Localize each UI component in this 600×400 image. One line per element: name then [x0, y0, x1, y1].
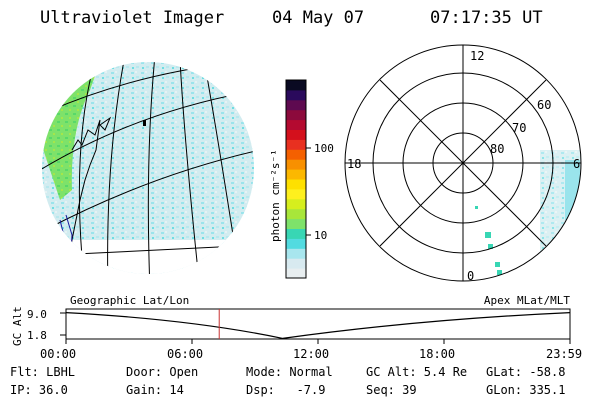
altitude-strip-plot: Geographic Lat/Lon Apex MLat/MLT 9.0 1.8…: [11, 294, 582, 361]
y-tick-9: 9.0: [27, 308, 47, 321]
colorbar-swatch: [286, 238, 306, 249]
geographic-label: Geographic Lat/Lon: [70, 294, 189, 307]
apex-label: Apex MLat/MLT: [484, 294, 570, 307]
ip-status: IP: 36.0: [10, 383, 68, 397]
altitude-curve: [65, 312, 571, 340]
lat-label-70: 70: [512, 121, 526, 135]
colorbar-swatch: [286, 258, 306, 269]
x-tick-0000: 00:00: [40, 347, 76, 361]
colorbar-swatch: [286, 179, 306, 190]
colorbar-swatch: [286, 119, 306, 130]
colorbar-swatch: [286, 109, 306, 121]
mlt-label-0: 0: [467, 269, 474, 283]
mlt-label-18: 18: [347, 157, 361, 171]
colorbar-tick-100: 100: [314, 142, 334, 155]
x-tick-1200: 12:00: [293, 347, 329, 361]
colorbar-swatch: [286, 188, 306, 200]
colorbar-swatch: [286, 228, 306, 239]
color-scale-bar: [285, 79, 307, 279]
colorbar-swatch: [286, 149, 306, 160]
gain-status: Gain: 14: [126, 383, 184, 397]
colorbar-swatch: [286, 89, 306, 101]
uv-globe-image: [42, 62, 260, 277]
y-tick-1-8: 1.8: [27, 329, 47, 342]
colorbar-swatch: [286, 80, 306, 91]
colorbar-swatch: [286, 208, 306, 220]
colorbar-swatch: [286, 139, 306, 150]
colorbar-swatch: [286, 129, 306, 140]
mlt-label-6: 6: [573, 157, 580, 171]
colorbar-swatch: [286, 218, 306, 229]
y-axis-label: GC Alt: [11, 306, 24, 346]
lat-label-60: 60: [537, 98, 551, 112]
colorbar-ticks: 100 10 photon cm⁻²s⁻¹: [269, 142, 334, 242]
colorbar-tick-10: 10: [314, 229, 327, 242]
x-tick-0600: 06:00: [167, 347, 203, 361]
filter-status: Flt: LBHL: [10, 365, 76, 379]
x-tick-1800: 18:00: [419, 347, 455, 361]
dsp-status: Dsp: -7.9: [246, 383, 326, 397]
gc-altitude-status: GC Alt: 5.4 Re: [366, 365, 468, 379]
colorbar-swatch: [286, 198, 306, 210]
colorbar-swatch: [286, 248, 306, 259]
door-status: Door: Open: [126, 365, 199, 379]
lat-label-80: 80: [490, 142, 504, 156]
mlt-label-12: 12: [470, 49, 484, 63]
colorbar-frame: [285, 79, 307, 279]
date-label: 04 May 07: [272, 8, 365, 28]
x-tick-2359: 23:59: [546, 347, 582, 361]
polar-mlt-plot: 12 18 6 0 60 70 80: [344, 44, 582, 283]
colorbar-swatch: [286, 169, 306, 180]
mode-status: Mode: Normal: [246, 365, 333, 379]
time-label: 07:17:35 UT: [430, 8, 543, 28]
colorbar-swatch: [286, 99, 306, 111]
geo-latitude-status: GLat: -58.8: [486, 365, 566, 379]
colorbar-swatch: [286, 268, 306, 279]
colorbar-swatch: [286, 159, 306, 170]
geo-longitude-status: GLon: 335.1: [486, 383, 566, 397]
colorbar-unit-label: photon cm⁻²s⁻¹: [269, 149, 282, 242]
instrument-title: Ultraviolet Imager: [40, 8, 225, 28]
sequence-status: Seq: 39: [366, 383, 417, 397]
